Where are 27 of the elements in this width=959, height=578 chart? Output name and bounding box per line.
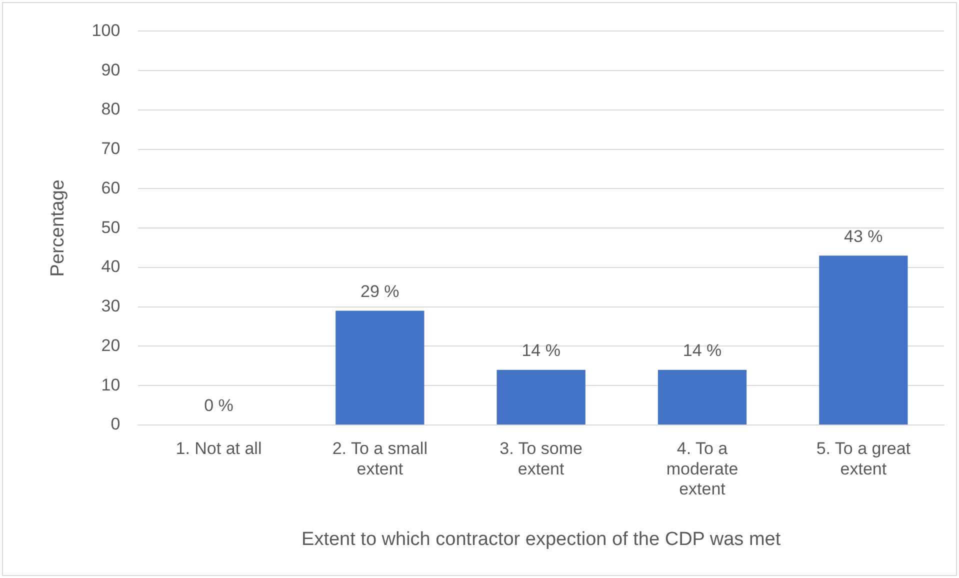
y-tick-label: 30 <box>101 296 120 316</box>
y-axis-title: Percentage <box>48 180 69 277</box>
data-label: 0 % <box>204 396 234 416</box>
data-label: 43 % <box>844 226 883 246</box>
data-label: 14 % <box>682 341 722 360</box>
x-tick-label: 5. To a great extent <box>816 438 911 478</box>
y-tick-label: 100 <box>92 20 120 40</box>
bar <box>496 370 586 424</box>
y-tick-label: 70 <box>101 139 120 158</box>
y-tick-label: 50 <box>101 218 120 237</box>
bar <box>336 310 424 424</box>
bar <box>658 370 747 424</box>
x-tick-label: 4. To a moderate extent <box>666 438 738 499</box>
data-label: 29 % <box>360 282 400 301</box>
y-tick-label: 80 <box>101 100 120 119</box>
bar <box>819 256 908 424</box>
y-tick-label: 60 <box>101 178 120 198</box>
y-tick-label: 0 <box>110 414 120 434</box>
y-tick-label: 10 <box>101 375 120 394</box>
data-label: 14 % <box>522 341 560 360</box>
x-axis-title: Extent to which contractor expection of the CDP was met <box>302 528 782 550</box>
y-tick-label: 40 <box>101 257 120 276</box>
x-tick-label: 3. To some extent <box>500 438 583 478</box>
x-tick-label: 2. To a small extent <box>332 438 428 478</box>
x-tick-label: 1. Not at all <box>176 438 262 458</box>
y-tick-label: 20 <box>101 336 120 355</box>
y-tick-label: 90 <box>101 60 120 80</box>
